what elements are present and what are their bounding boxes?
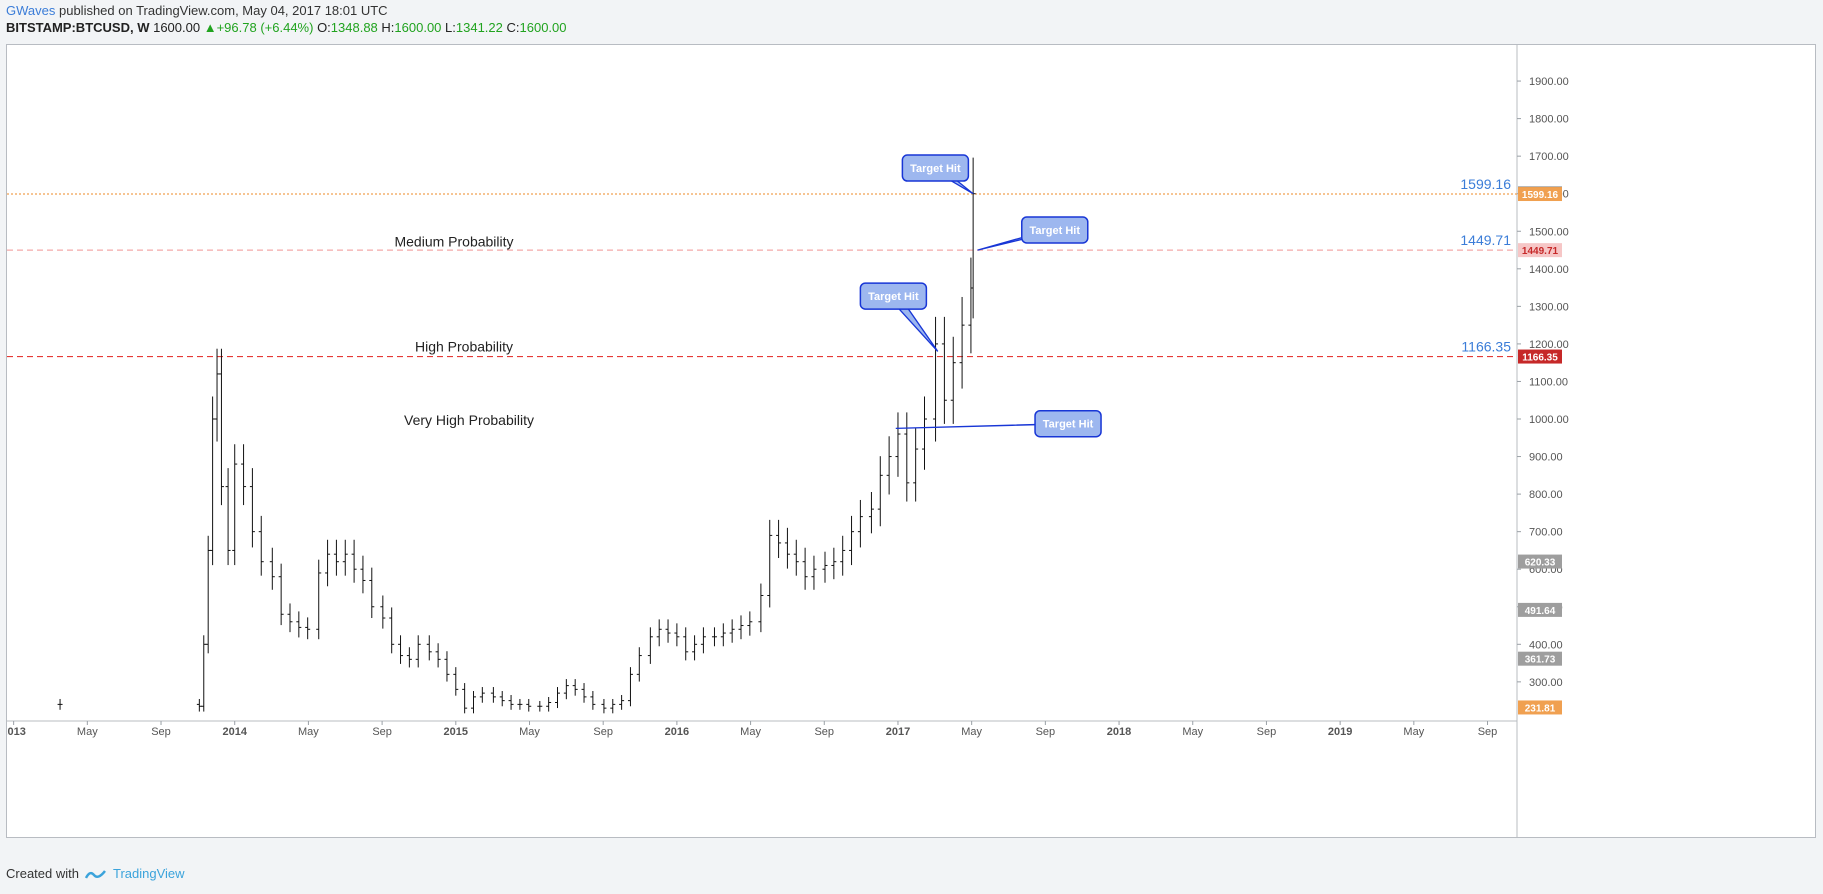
price-tag [1518,243,1562,258]
price-tag-label: 1166.35 [1522,353,1558,364]
level-label: 1166.35 [1461,339,1511,355]
price-change: ▲+96.78 (+6.44%) [203,20,314,35]
callout-label: Target Hit [1030,225,1081,237]
price-chart[interactable]: 300.00400.00500.00600.00700.00800.00900.… [1,45,1815,837]
symbol-line: BITSTAMP:BTCUSD, W 1600.00 ▲+96.78 (+6.4… [6,20,567,35]
x-tick-label: 2015 [444,726,468,738]
x-tick-label: Sep [1257,726,1277,738]
x-tick-label: May [519,726,540,738]
price-tag-label: 1599.16 [1522,190,1559,201]
y-tick-label: 300.00 [1529,677,1563,689]
y-tick-label: 400.00 [1529,639,1563,651]
y-tick-label: 1700.00 [1529,151,1569,163]
chart-frame[interactable]: 300.00400.00500.00600.00700.00800.00900.… [1,44,1816,838]
x-tick-label: 2013 [7,726,26,738]
x-tick-label: 2018 [1107,726,1131,738]
close-value: 1600.00 [519,20,567,35]
price-tag-label: 620.33 [1525,558,1556,569]
price-tag [1518,349,1562,364]
price-tag-label: 1449.71 [1522,246,1559,257]
y-tick-label: 1400.00 [1529,264,1569,276]
publish-info: published on TradingView.com, May 04, 20… [58,3,388,18]
callout-label: Target Hit [868,291,919,303]
symbol-name: BITSTAMP:BTCUSD, W [6,20,150,35]
x-tick-label: Sep [814,726,834,738]
x-tick-label: Sep [151,726,171,738]
zone-label: Medium Probability [394,234,513,250]
low-label: L: [445,20,456,35]
x-tick-label: 2019 [1328,726,1352,738]
x-tick-label: 2014 [222,726,247,738]
price-tag [1518,602,1562,617]
y-tick-label: 1000.00 [1529,414,1569,426]
level-label: 1449.71 [1460,232,1511,248]
callout-box[interactable] [901,154,970,182]
low-value: 1341.22 [455,20,503,35]
open-label: O: [317,20,331,35]
callout-box[interactable] [859,282,928,310]
x-tick-label: May [1182,726,1203,738]
callout-box[interactable] [1021,216,1089,244]
open-value: 1348.88 [330,20,378,35]
zone-label: Very High Probability [404,412,534,428]
x-tick-label: May [961,726,982,738]
x-tick-label: May [77,726,98,738]
price-tag-label: 491.64 [1525,606,1556,617]
high-label: H: [381,20,395,35]
publish-header: GWaves published on TradingView.com, May… [6,3,388,18]
x-tick-label: Sep [1478,726,1498,738]
x-tick-label: May [1403,726,1424,738]
price-tag [1518,700,1562,715]
x-tick-label: May [740,726,761,738]
author-link[interactable]: GWaves [6,3,56,18]
tradingview-logo-icon [84,869,106,879]
y-tick-label: 900.00 [1529,452,1563,464]
callout-label: Target Hit [910,163,961,175]
x-tick-label: Sep [372,726,392,738]
price-tag-label: 361.73 [1525,655,1556,666]
x-tick-label: 2017 [886,726,910,738]
close-label: C: [506,20,520,35]
last-price: 1600.00 [153,20,201,35]
x-tick-label: 2016 [665,726,689,738]
level-label: 1599.16 [1460,176,1511,192]
zone-label: High Probability [415,339,513,355]
x-tick-label: Sep [593,726,613,738]
footer: Created with TradingView [6,866,185,881]
y-tick-label: 1900.00 [1529,76,1569,88]
y-tick-label: 700.00 [1529,527,1563,539]
price-tag [1518,651,1562,666]
y-tick-label: 1800.00 [1529,114,1569,126]
y-tick-label: 1500.00 [1529,226,1569,238]
price-tag [1518,554,1562,569]
y-tick-label: 1300.00 [1529,301,1569,313]
y-tick-label: 1100.00 [1529,376,1568,388]
created-with-text: Created with [6,866,79,881]
high-value: 1600.00 [394,20,442,35]
price-tag-label: 231.81 [1525,703,1556,714]
y-tick-label: 1200.00 [1529,339,1569,351]
tradingview-link[interactable]: TradingView [112,866,185,881]
callout-box[interactable] [1034,409,1102,438]
callout-label: Target Hit [1043,419,1094,431]
x-tick-label: Sep [1036,726,1056,738]
y-tick-label: 800.00 [1529,489,1563,501]
x-tick-label: May [298,726,319,738]
price-tag [1518,187,1562,202]
